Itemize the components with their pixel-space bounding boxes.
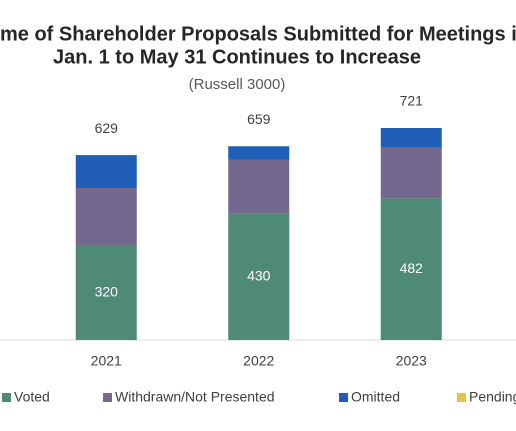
bar-segment xyxy=(380,198,442,340)
bar-segment xyxy=(75,155,137,189)
x-tick-label: 2023 xyxy=(396,353,427,369)
bar-segment xyxy=(380,128,442,148)
total-label: 721 xyxy=(400,93,424,109)
legend-swatch xyxy=(103,393,112,402)
legend-label: Voted xyxy=(14,389,50,405)
legend-label: Omitted xyxy=(351,389,400,405)
chart-title: Jan. 1 to May 31 Continues to Increase xyxy=(53,46,421,68)
data-label: 320 xyxy=(95,284,119,300)
chart-title: me of Shareholder Proposals Submitted fo… xyxy=(0,23,516,45)
total-label: 659 xyxy=(247,111,271,127)
legend-swatch xyxy=(457,393,466,402)
x-tick-label: 2022 xyxy=(243,353,274,369)
bar-segment xyxy=(228,146,290,160)
legend-label: Withdrawn/Not Presented xyxy=(115,389,275,405)
data-label: 482 xyxy=(400,260,424,276)
bar-segment xyxy=(228,213,290,340)
data-label: 430 xyxy=(247,267,271,283)
x-tick-label: 2021 xyxy=(91,353,122,369)
bar-segment xyxy=(228,159,290,214)
total-label: 629 xyxy=(95,120,119,136)
legend-swatch xyxy=(2,393,11,402)
bar-segment xyxy=(75,245,137,340)
legend-swatch xyxy=(339,393,348,402)
chart-subtitle: (Russell 3000) xyxy=(189,76,286,93)
bar-segment xyxy=(380,147,442,199)
bar-segment xyxy=(75,188,137,246)
legend-label: Pending xyxy=(469,389,516,405)
